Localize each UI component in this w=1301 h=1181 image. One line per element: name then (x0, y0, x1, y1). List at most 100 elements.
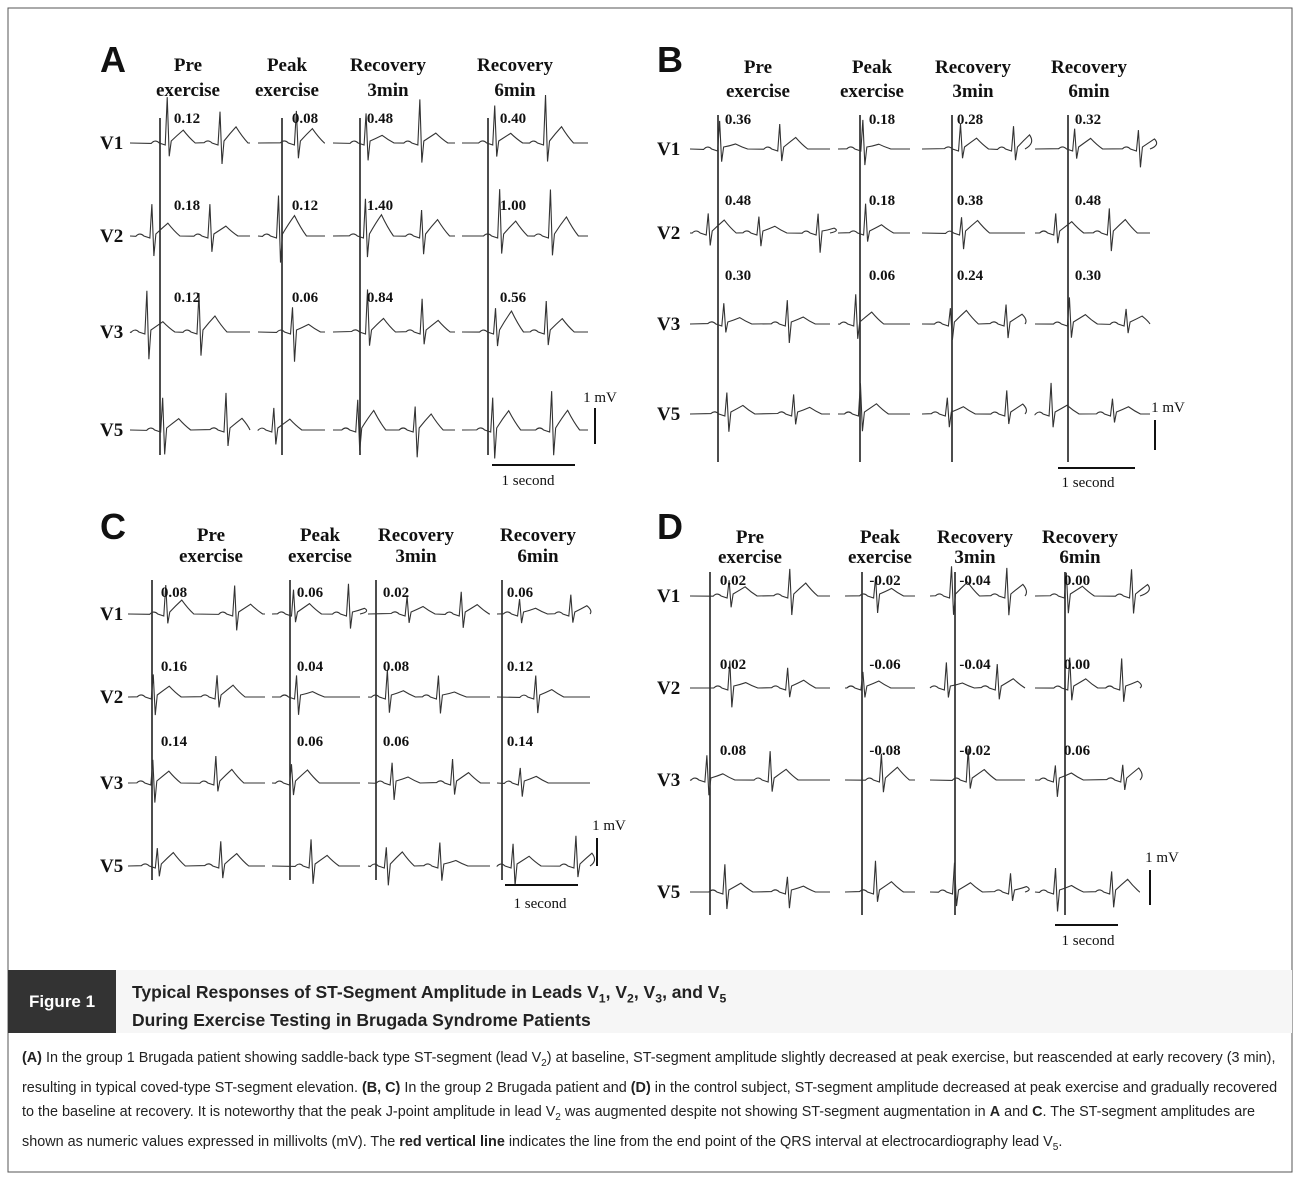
ecg-trace (922, 217, 1025, 249)
time-scale-label: 1 second (502, 473, 555, 489)
text-run: red vertical line (399, 1134, 505, 1150)
st-amplitude: 0.08 (292, 111, 318, 127)
ecg-trace (258, 307, 325, 362)
lead-label: V1 (657, 139, 680, 160)
st-amplitude: 0.30 (1075, 268, 1101, 284)
ecg-trace (838, 294, 910, 339)
st-amplitude: 0.00 (1064, 573, 1090, 589)
panel-label: A (100, 39, 126, 80)
text-run: (A) (22, 1050, 42, 1066)
text-run: , and V (662, 982, 719, 1002)
st-amplitude: 0.36 (725, 112, 752, 128)
text-run: indicates the line from the end point of… (505, 1134, 1053, 1150)
figure-label: Figure 1 (8, 970, 116, 1033)
lead-label: V2 (100, 687, 123, 708)
column-header: 6min (1068, 81, 1110, 102)
text-run: Typical Responses of ST-Segment Amplitud… (132, 982, 599, 1002)
panel-label: D (657, 506, 683, 547)
ecg-trace (1035, 208, 1150, 251)
lead-label: V3 (657, 770, 680, 791)
lead-label: V1 (657, 586, 680, 607)
time-scale-label: 1 second (1062, 475, 1115, 491)
ecg-trace (368, 759, 490, 800)
column-header: 3min (954, 547, 996, 568)
ecg-trace (838, 383, 910, 431)
text-run: In the group 2 Brugada patient and (400, 1080, 630, 1096)
column-header: Recovery (378, 525, 454, 546)
ecg-trace (690, 300, 830, 343)
ecg-trace (690, 213, 836, 252)
time-scale-label: 1 second (514, 896, 567, 912)
ecg-trace (130, 97, 250, 164)
st-amplitude: 0.06 (383, 734, 410, 750)
column-header: Peak (267, 55, 308, 76)
column-header: Peak (852, 57, 893, 78)
ecg-trace (1035, 297, 1150, 337)
st-amplitude: -0.02 (959, 743, 990, 759)
ecg-trace (130, 393, 250, 455)
title-line: Typical Responses of ST-Segment Amplitud… (132, 982, 726, 1010)
ecg-trace (128, 674, 265, 715)
st-amplitude: 0.06 (869, 268, 896, 284)
ecg-trace (128, 756, 265, 803)
st-amplitude: 1.40 (367, 198, 393, 214)
column-header: exercise (255, 80, 319, 101)
text-run: 1 (599, 992, 606, 1006)
st-amplitude: 0.14 (161, 734, 188, 750)
st-amplitude: 0.02 (720, 573, 746, 589)
column-header: 3min (395, 546, 437, 567)
st-amplitude: 0.56 (500, 290, 527, 306)
st-amplitude: 0.06 (507, 585, 534, 601)
column-header: Recovery (1042, 527, 1118, 548)
lead-label: V5 (657, 882, 680, 903)
page: APreexercisePeakexerciseRecovery3minReco… (0, 0, 1301, 1181)
ecg-trace (333, 289, 455, 345)
amplitude-scale-label: 1 mV (1145, 850, 1179, 866)
st-amplitude: 0.06 (1064, 743, 1091, 759)
st-amplitude: 0.14 (507, 734, 534, 750)
ecg-trace (497, 836, 595, 886)
amplitude-scale-label: 1 mV (583, 390, 617, 406)
st-amplitude: 0.18 (174, 198, 200, 214)
column-header: exercise (726, 81, 790, 102)
st-amplitude: 0.00 (1064, 657, 1090, 673)
lead-label: V2 (657, 678, 680, 699)
text-run: (D) (631, 1080, 651, 1096)
column-header: exercise (288, 546, 352, 567)
ecg-trace (1035, 569, 1149, 613)
ecg-trace (462, 301, 588, 346)
column-header: 3min (952, 81, 994, 102)
st-amplitude: 0.08 (720, 743, 746, 759)
st-amplitude: 0.02 (383, 585, 409, 601)
lead-label: V5 (100, 856, 123, 877)
text-run: , V (634, 982, 655, 1002)
text-run: During Exercise Testing in Brugada Syndr… (132, 1010, 591, 1030)
st-amplitude: 0.18 (869, 193, 895, 209)
column-header: Recovery (1051, 57, 1127, 78)
st-amplitude: 0.12 (174, 290, 200, 306)
st-amplitude: -0.04 (959, 573, 991, 589)
ecg-trace (1035, 383, 1150, 427)
st-amplitude: 0.02 (720, 657, 746, 673)
ecg-trace (838, 204, 910, 242)
text-run: (B, C) (362, 1080, 400, 1096)
lead-label: V5 (100, 420, 123, 441)
column-header: Recovery (500, 525, 576, 546)
lead-label: V1 (100, 133, 123, 154)
ecg-trace (845, 861, 915, 902)
ecg-trace (922, 305, 1026, 340)
lead-label: V1 (100, 604, 123, 625)
lead-label: V3 (657, 314, 680, 335)
ecg-trace (922, 390, 1026, 427)
ecg-trace (1035, 765, 1142, 797)
st-amplitude: 0.48 (725, 193, 751, 209)
st-amplitude: 0.08 (161, 585, 187, 601)
column-header: 6min (494, 80, 536, 101)
column-header: Pre (197, 525, 225, 546)
ecg-trace (690, 569, 830, 615)
st-amplitude: 0.18 (869, 112, 895, 128)
column-header: 6min (1059, 547, 1101, 568)
caption: (A) In the group 1 Brugada patient showi… (22, 1046, 1284, 1160)
ecg-trace (1035, 868, 1140, 911)
st-amplitude: -0.06 (869, 657, 901, 673)
